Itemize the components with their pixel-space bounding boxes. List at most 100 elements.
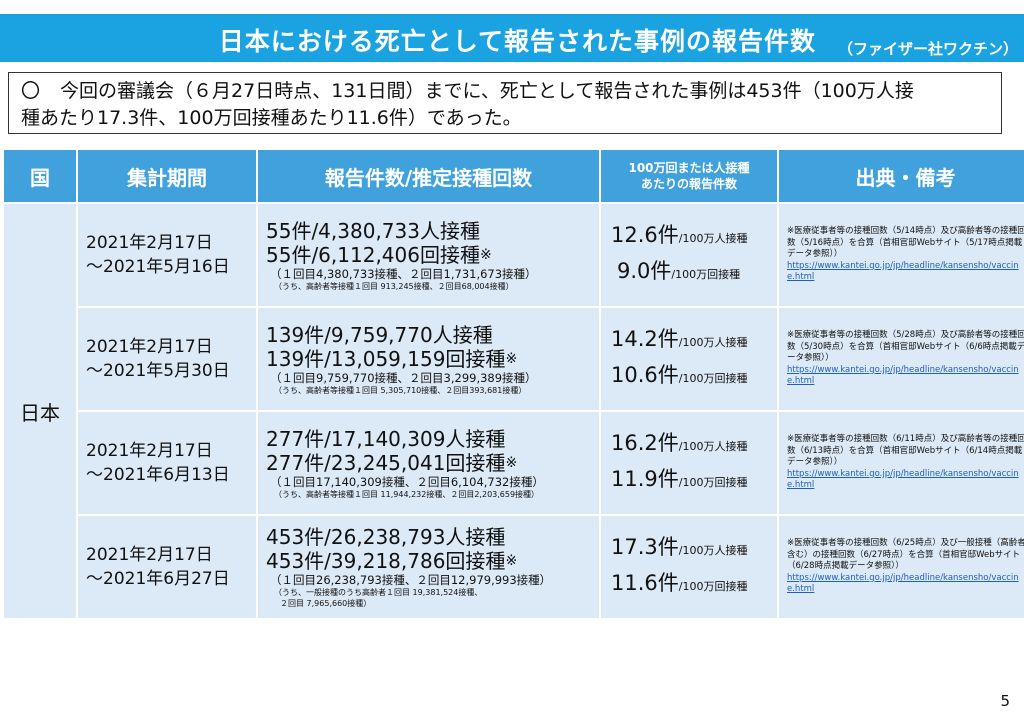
rate2-value: 9.0件 xyxy=(617,259,672,283)
table-row: 2021年2月17日 ～2021年5月30日 139件/9,759,770人接種 … xyxy=(4,308,1024,410)
period-start: 2021年2月17日 xyxy=(86,545,213,565)
counts-cell: 277件/17,140,309人接種 277件/23,245,041回接種※ （… xyxy=(258,412,599,514)
title-bar: 日本における死亡として報告された事例の報告件数 （ファイザー社ワクチン） xyxy=(0,14,1024,62)
source-link[interactable]: https://www.kantei.go.jp/jp/headline/kan… xyxy=(787,364,1019,387)
rate2-value: 10.6件 xyxy=(611,363,679,387)
rate1-unit: /100万人接種 xyxy=(678,440,748,453)
summary-line-2: 種あたり17.3件、100万回接種あたり11.6件）であった。 xyxy=(21,107,522,129)
rate-cell: 17.3件/100万人接種 11.6件/100万回接種 xyxy=(601,516,777,618)
elderly-breakdown: （うち、高齢者等接種１回目 913,245接種、２回目68,004接種） xyxy=(274,281,514,291)
count-persons: 277件/17,140,309人接種 xyxy=(266,426,506,451)
count-note-mark: ※ xyxy=(505,454,518,471)
table-row: 2021年2月17日 ～2021年6月27日 453件/26,238,793人接種… xyxy=(4,516,1024,618)
source-text: ※医療従事者等の接種回数（6/11時点）及び高齢者等の接種回数（6/13時点）を… xyxy=(787,434,1024,468)
period-cell: 2021年2月17日 ～2021年5月30日 xyxy=(78,308,256,410)
period-end: ～2021年5月16日 xyxy=(86,257,230,277)
rate1-unit: /100万人接種 xyxy=(678,544,748,557)
rate1-value: 14.2件 xyxy=(611,327,679,351)
elderly-breakdown-2: ２回目 7,965,660接種） xyxy=(280,599,372,608)
source-link[interactable]: https://www.kantei.go.jp/jp/headline/kan… xyxy=(787,572,1019,595)
count-persons: 55件/4,380,733人接種 xyxy=(266,218,480,243)
header-rate: 100万回または人接種 あたりの報告件数 xyxy=(601,150,777,202)
source-text: ※医療従事者等の接種回数（5/14時点）及び高齢者等の接種回数（5/16時点）を… xyxy=(787,226,1024,260)
country-cell: 日本 xyxy=(4,204,76,618)
elderly-breakdown: （うち、高齢者等接種１回目 5,305,710接種、２回目393,681接種） xyxy=(274,385,527,395)
rate-per-person: 12.6件/100万人接種 xyxy=(611,219,777,255)
source-text: ※医療従事者等の接種回数（5/28時点）及び高齢者等の接種回数（5/30時点）を… xyxy=(787,330,1024,364)
count-persons: 139件/9,759,770人接種 xyxy=(266,322,493,347)
period-cell: 2021年2月17日 ～2021年6月27日 xyxy=(78,516,256,618)
dose-breakdown: （１回目26,238,793接種、２回目12,979,993接種） xyxy=(270,573,552,587)
count-note-mark: ※ xyxy=(479,246,492,263)
period-cell: 2021年2月17日 ～2021年5月16日 xyxy=(78,204,256,306)
rate2-value: 11.9件 xyxy=(611,467,679,491)
period-cell: 2021年2月17日 ～2021年6月13日 xyxy=(78,412,256,514)
count-doses: 453件/39,218,786回接種 xyxy=(266,549,506,573)
rate1-value: 16.2件 xyxy=(611,431,679,455)
period-end: ～2021年6月13日 xyxy=(86,465,230,485)
rate-per-dose: 10.6件/100万回接種 xyxy=(611,359,777,395)
source-cell: ※医療従事者等の接種回数（5/28時点）及び高齢者等の接種回数（5/30時点）を… xyxy=(779,308,1024,410)
table-row: 日本 2021年2月17日 ～2021年5月16日 55件/4,380,733人接… xyxy=(4,204,1024,618)
count-persons: 453件/26,238,793人接種 xyxy=(266,525,506,549)
rate2-unit: /100万回接種 xyxy=(678,476,748,489)
report-table: 国 集計期間 報告件数/推定接種回数 100万回または人接種 あたりの報告件数 出… xyxy=(2,148,1024,620)
count-doses: 139件/13,059,159回接種 xyxy=(266,346,506,371)
rate-per-dose: 11.6件/100万回接種 xyxy=(611,567,777,603)
rate1-value: 12.6件 xyxy=(611,223,679,247)
page-subtitle: （ファイザー社ワクチン） xyxy=(837,40,1018,58)
period-start: 2021年2月17日 xyxy=(86,337,213,357)
rate-cell: 14.2件/100万人接種 10.6件/100万回接種 xyxy=(601,308,777,410)
count-doses-line: 55件/6,112,406回接種※ xyxy=(266,243,599,267)
dose-breakdown: （１回目9,759,770接種、２回目3,299,389接種） xyxy=(270,370,537,385)
rate1-unit: /100万人接種 xyxy=(678,336,748,349)
header-country: 国 xyxy=(4,150,76,202)
rate-cell: 16.2件/100万人接種 11.9件/100万回接種 xyxy=(601,412,777,514)
source-cell: ※医療従事者等の接種回数（5/14時点）及び高齢者等の接種回数（5/16時点）を… xyxy=(779,204,1024,306)
header-rate-line2: あたりの報告件数 xyxy=(640,177,737,191)
page-title: 日本における死亡として報告された事例の報告件数 xyxy=(218,27,816,56)
header-period: 集計期間 xyxy=(78,150,256,202)
dose-breakdown: （１回目4,380,733接種、２回目1,731,673接種） xyxy=(270,266,537,281)
summary-box: 〇今回の審議会（６月27日時点、131日間）までに、死亡として報告された事例は4… xyxy=(8,72,1002,134)
summary-text-1: 今回の審議会（６月27日時点、131日間）までに、死亡として報告された事例は45… xyxy=(60,80,914,102)
summary-line-1: 〇今回の審議会（６月27日時点、131日間）までに、死亡として報告された事例は4… xyxy=(21,78,991,105)
period-start: 2021年2月17日 xyxy=(86,441,213,461)
rate-per-person: 16.2件/100万人接種 xyxy=(611,427,777,463)
header-rate-line1: 100万回または人接種 xyxy=(628,161,750,175)
count-doses-line: 139件/13,059,159回接種※ xyxy=(266,347,599,371)
source-cell: ※医療従事者等の接種回数（6/25時点）及び一般接種（高齢者含む）の接種回数（6… xyxy=(779,516,1024,618)
period-end: ～2021年5月30日 xyxy=(86,361,230,381)
table-row: 2021年2月17日 ～2021年6月13日 277件/17,140,309人接種… xyxy=(4,412,1024,514)
period-start: 2021年2月17日 xyxy=(86,233,213,253)
rate-per-person: 17.3件/100万人接種 xyxy=(611,531,777,567)
elderly-breakdown: （うち、一般接種のうち高齢者１回目 19,381,524接種、 xyxy=(274,588,483,597)
counts-cell: 453件/26,238,793人接種 453件/39,218,786回接種※ （… xyxy=(258,516,599,618)
rate-per-person: 14.2件/100万人接種 xyxy=(611,323,777,359)
rate2-value: 11.6件 xyxy=(611,571,679,595)
header-source: 出典・備考 xyxy=(779,150,1024,202)
counts-cell: 139件/9,759,770人接種 139件/13,059,159回接種※ （１… xyxy=(258,308,599,410)
elderly-breakdown: （うち、高齢者等接種１回目 11,944,232接種、２回目2,203,659接… xyxy=(274,489,540,499)
circle-bullet-icon: 〇 xyxy=(21,80,41,102)
header-counts: 報告件数/推定接種回数 xyxy=(258,150,599,202)
rate-per-dose: 9.0件/100万回接種 xyxy=(611,255,777,291)
table-header-row: 国 集計期間 報告件数/推定接種回数 100万回または人接種 あたりの報告件数 出… xyxy=(4,150,1024,202)
rate2-unit: /100万回接種 xyxy=(678,580,748,593)
source-cell: ※医療従事者等の接種回数（6/11時点）及び高齢者等の接種回数（6/13時点）を… xyxy=(779,412,1024,514)
count-doses-line: 453件/39,218,786回接種※ xyxy=(266,549,599,573)
rate1-unit: /100万人接種 xyxy=(678,232,748,245)
source-link[interactable]: https://www.kantei.go.jp/jp/headline/kan… xyxy=(787,260,1019,283)
count-note-mark: ※ xyxy=(505,553,518,569)
count-doses-line: 277件/23,245,041回接種※ xyxy=(266,451,599,475)
count-doses: 55件/6,112,406回接種 xyxy=(266,242,480,267)
counts-cell: 55件/4,380,733人接種 55件/6,112,406回接種※ （１回目4… xyxy=(258,204,599,306)
source-text: ※医療従事者等の接種回数（6/25時点）及び一般接種（高齢者含む）の接種回数（6… xyxy=(787,538,1024,572)
count-doses: 277件/23,245,041回接種 xyxy=(266,450,506,475)
page-number: 5 xyxy=(1000,692,1010,710)
source-link[interactable]: https://www.kantei.go.jp/jp/headline/kan… xyxy=(787,468,1019,491)
count-note-mark: ※ xyxy=(505,350,518,367)
rate-cell: 12.6件/100万人接種 9.0件/100万回接種 xyxy=(601,204,777,306)
rate-per-dose: 11.9件/100万回接種 xyxy=(611,463,777,499)
dose-breakdown: （１回目17,140,309接種、２回目6,104,732接種） xyxy=(270,474,544,489)
